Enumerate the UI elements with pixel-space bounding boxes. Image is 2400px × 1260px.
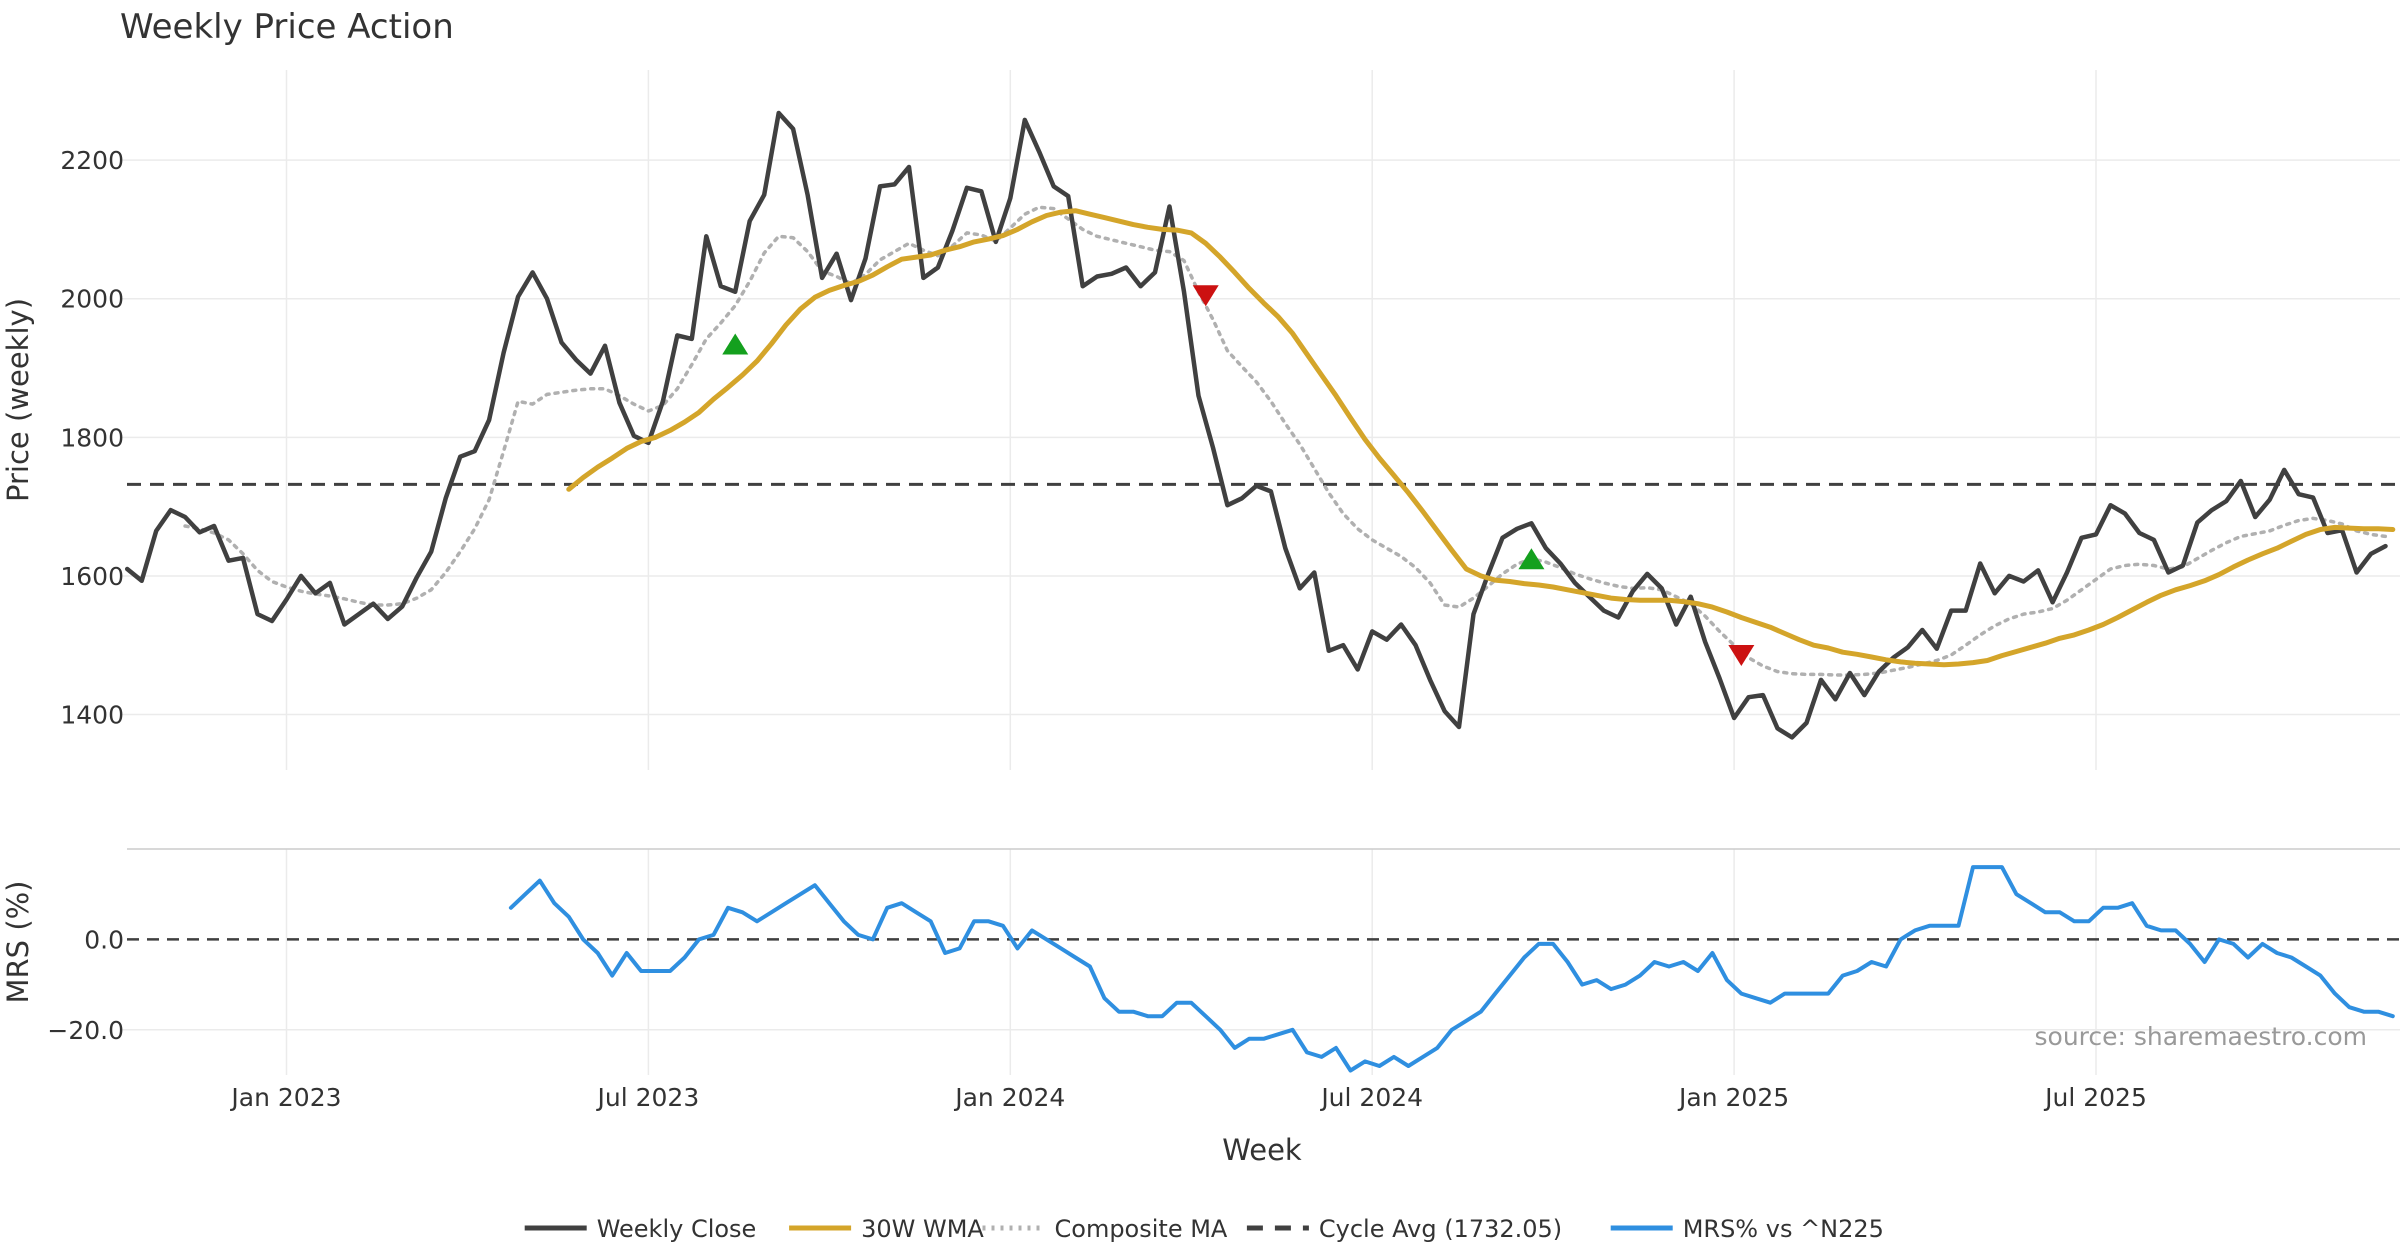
mrs-grid xyxy=(120,849,2400,1075)
series-mrs-vs-n225 xyxy=(508,865,2395,1073)
mrs-y-axis: 0.0 −20.0 xyxy=(47,925,124,1044)
sell-signal-marker xyxy=(1192,285,1219,307)
x-tick-label: Jan 2023 xyxy=(229,1083,341,1112)
mrs-y-tick-label: −20.0 xyxy=(47,1016,124,1045)
buy-signal-marker xyxy=(722,333,749,355)
series-30w-wma xyxy=(566,208,2396,668)
series-weekly-close xyxy=(124,110,2388,740)
sell-signal-marker xyxy=(1728,644,1755,666)
x-tick-label: Jan 2024 xyxy=(953,1083,1065,1112)
chart-title: Weekly Price Action xyxy=(120,7,454,47)
buy-signal-marker xyxy=(1518,548,1545,570)
price-series xyxy=(124,110,2400,740)
x-tick-label: Jul 2025 xyxy=(2043,1083,2147,1112)
x-tick-label: Jul 2024 xyxy=(1319,1083,1423,1112)
source-note: source: sharemaestro.com xyxy=(2035,1022,2368,1051)
series-composite-ma xyxy=(183,205,2388,677)
legend-label-mrs-vs-n225: MRS% vs ^N225 xyxy=(1683,1215,1884,1243)
x-axis: Jan 2023 Jul 2023 Jan 2024 Jul 2024 Jan 2025… xyxy=(229,1083,2146,1112)
mrs-y-axis-title: MRS (%) xyxy=(1,881,35,1004)
legend-label-weekly-close: Weekly Close xyxy=(597,1215,757,1243)
signal-markers xyxy=(722,285,1755,666)
price-y-axis: 1400 1600 1800 2000 2200 xyxy=(60,146,124,729)
legend: Weekly Close 30W WMA Composite MA Cycle Avg… xyxy=(524,1215,1884,1243)
price-y-axis-title: Price (weekly) xyxy=(1,298,35,502)
x-tick-label: Jan 2025 xyxy=(1677,1083,1789,1112)
x-tick-label: Jul 2023 xyxy=(596,1083,700,1112)
legend-label-30w-wma: 30W WMA xyxy=(861,1215,984,1243)
mrs-y-tick-label: 0.0 xyxy=(84,925,124,954)
legend-label-composite-ma: Composite MA xyxy=(1055,1215,1228,1243)
price-y-tick-label: 1800 xyxy=(60,423,124,452)
legend-label-cycle-avg-1732-05: Cycle Avg (1732.05) xyxy=(1319,1215,1562,1243)
price-y-tick-label: 1600 xyxy=(60,562,124,591)
price-y-tick-label: 1400 xyxy=(60,701,124,730)
price-y-tick-label: 2000 xyxy=(60,285,124,314)
price-y-tick-label: 2200 xyxy=(60,146,124,175)
price-grid xyxy=(120,70,2400,770)
mrs-series xyxy=(127,865,2400,1073)
x-axis-title: Week xyxy=(1222,1133,1302,1167)
